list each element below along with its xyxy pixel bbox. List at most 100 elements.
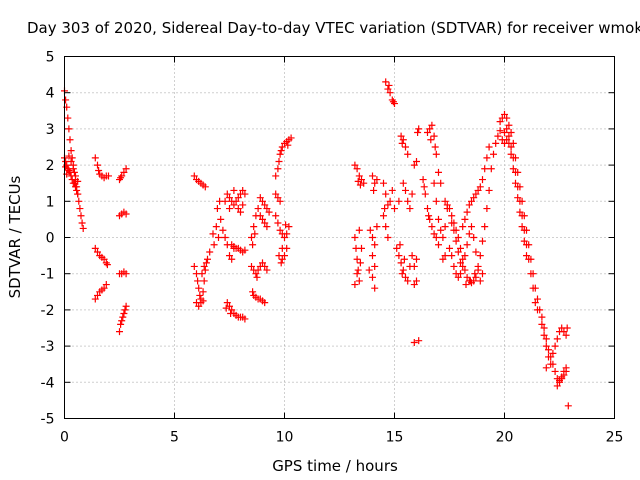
data-point-marker (509, 154, 517, 162)
data-point-marker (278, 255, 286, 263)
data-point-marker (198, 270, 206, 278)
data-point-marker (505, 121, 513, 129)
data-point-marker (430, 230, 438, 238)
data-point-marker (212, 223, 220, 231)
data-point-marker (459, 262, 467, 270)
data-point-marker (100, 284, 108, 292)
data-point-marker (454, 273, 462, 281)
data-point-marker (471, 270, 479, 278)
data-point-marker (540, 331, 548, 339)
data-point-marker (91, 244, 99, 252)
data-point-marker (547, 360, 555, 368)
data-point-marker (560, 367, 568, 375)
data-point-marker (503, 136, 511, 144)
data-point-marker (237, 208, 244, 216)
data-point-marker (204, 255, 211, 263)
data-point-marker (261, 262, 269, 270)
data-point-marker (437, 226, 445, 234)
data-point-marker (399, 136, 407, 144)
data-point-marker (461, 252, 469, 260)
data-point-marker (448, 212, 456, 220)
data-point-marker (353, 270, 361, 278)
data-point-marker (481, 223, 489, 231)
data-point-marker (230, 201, 238, 209)
data-point-marker (68, 154, 76, 162)
data-point-marker (534, 295, 541, 303)
data-point-marker (369, 234, 376, 241)
data-point-marker (439, 234, 447, 241)
data-point-marker (410, 338, 418, 346)
data-point-marker (190, 172, 198, 180)
data-point-marker (195, 284, 203, 292)
data-point-marker (386, 197, 394, 205)
data-point-marker (516, 197, 524, 205)
data-point-marker (77, 212, 85, 220)
data-point-marker (448, 219, 456, 227)
data-point-marker (94, 248, 101, 256)
data-point-marker (226, 252, 233, 260)
data-point-marker (424, 129, 431, 137)
data-point-marker (432, 197, 440, 205)
data-point-marker (274, 165, 282, 173)
data-point-marker (560, 328, 568, 336)
data-point-marker (190, 262, 198, 270)
data-point-marker (527, 270, 535, 278)
data-point-marker (215, 234, 222, 241)
data-point-marker (354, 266, 362, 274)
data-point-marker (404, 150, 412, 158)
data-point-marker (369, 172, 376, 180)
data-point-marker (284, 141, 292, 149)
data-point-marker (446, 244, 453, 252)
data-point-marker (223, 190, 231, 198)
data-point-marker (395, 252, 403, 260)
data-point-marker (261, 201, 269, 209)
data-point-marker (119, 313, 127, 321)
data-point-marker (351, 161, 359, 169)
data-point-marker (549, 349, 557, 357)
data-point-marker (459, 255, 467, 263)
x-tick-label: 0 (60, 430, 69, 446)
data-point-marker (450, 262, 458, 270)
data-point-marker (68, 176, 76, 184)
data-point-marker (66, 136, 74, 144)
data-point-marker (241, 190, 249, 198)
data-point-marker (479, 270, 486, 278)
data-point-marker (514, 183, 522, 191)
data-point-marker (381, 205, 389, 213)
data-point-marker (503, 114, 511, 122)
data-point-marker (62, 163, 70, 171)
data-point-marker (483, 154, 491, 162)
data-point-marker (382, 78, 390, 86)
data-point-marker (384, 85, 392, 93)
data-point-marker (275, 157, 283, 165)
data-point-marker (202, 259, 210, 267)
data-point-marker (483, 205, 491, 213)
data-point-marker (272, 190, 280, 198)
y-tick-label: -5 (41, 412, 55, 428)
data-point-marker (369, 252, 376, 260)
data-point-marker (356, 259, 364, 267)
data-point-marker (261, 299, 269, 307)
data-point-marker (514, 194, 522, 202)
data-point-marker (226, 205, 233, 213)
data-point-marker (64, 114, 72, 122)
y-tick-label: -3 (41, 339, 55, 355)
data-point-marker (427, 136, 435, 144)
data-point-marker (194, 277, 202, 285)
data-point-marker (366, 226, 374, 234)
data-point-marker (399, 266, 407, 274)
data-point-marker (487, 165, 495, 173)
data-point-marker (551, 342, 559, 350)
data-point-marker (210, 241, 218, 249)
data-point-marker (228, 255, 236, 263)
data-point-marker (393, 244, 401, 252)
data-point-marker (485, 143, 493, 151)
data-point-marker (465, 201, 473, 209)
data-point-marker (474, 266, 482, 274)
data-point-marker (540, 324, 548, 332)
data-point-marker (371, 179, 379, 187)
data-point-marker (384, 234, 392, 241)
data-point-marker (355, 277, 363, 285)
data-point-marker (199, 297, 207, 305)
